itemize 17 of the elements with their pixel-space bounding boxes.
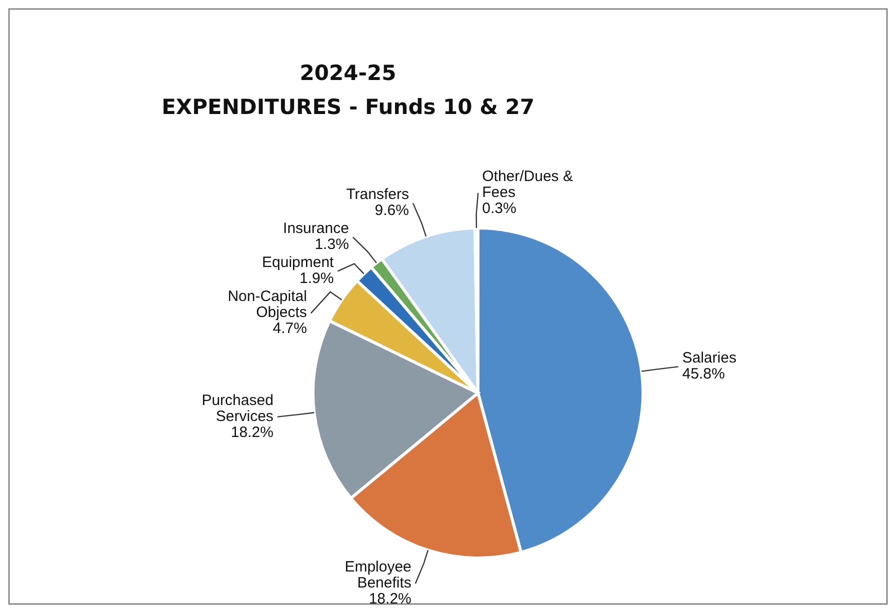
data-label: 1.9% xyxy=(300,270,334,288)
data-label: 18.2% xyxy=(368,590,412,608)
slice-label: Insurance xyxy=(283,220,349,238)
data-label: 4.7% xyxy=(272,320,307,338)
slice-label: Equipment xyxy=(262,254,335,272)
slice-label: Purchased Services xyxy=(202,392,274,425)
slice-label: Other/Dues & Fees xyxy=(482,168,573,202)
slice-label: Transfers xyxy=(346,186,410,204)
data-label: 1.3% xyxy=(314,236,349,254)
data-label: 9.6% xyxy=(374,202,410,220)
slice-label: Salaries xyxy=(682,350,736,367)
data-label: 18.2% xyxy=(230,424,274,441)
data-label: 45.8% xyxy=(682,366,725,383)
slice-label: Employee Benefits xyxy=(344,558,412,592)
data-label: 0.3% xyxy=(482,200,516,218)
slice-label: Non-Capital Objects xyxy=(228,288,307,322)
chart-title: 2024-25 EXPENDITURES - Funds 10 & 27 xyxy=(162,61,534,119)
